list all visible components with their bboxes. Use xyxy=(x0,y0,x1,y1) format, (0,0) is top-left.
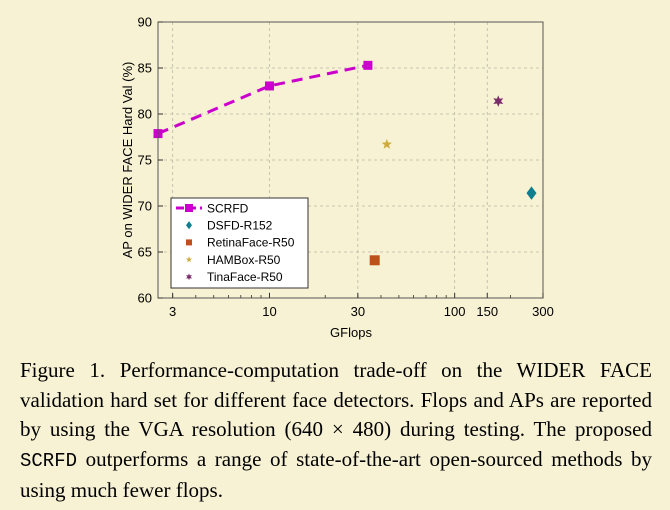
legend-label-scrfd: SCRFD xyxy=(207,201,249,215)
legend-label-tinaface-r50: TinaFace-R50 xyxy=(207,270,283,284)
x-tick-label-300: 300 xyxy=(532,304,554,319)
x-tick-label-10: 10 xyxy=(262,304,276,319)
y-tick-label-70: 70 xyxy=(138,199,152,214)
x-axis-title: GFlops xyxy=(330,325,372,340)
point-scrfd-2 xyxy=(363,60,373,70)
y-axis-title: AP on WIDER FACE Hard Val (%) xyxy=(120,62,135,259)
legend-label-dsfd-r152: DSFD-R152 xyxy=(207,219,273,233)
y-tick-label-80: 80 xyxy=(138,107,152,122)
legend-box xyxy=(170,197,309,289)
x-tick-label-3: 3 xyxy=(169,304,176,319)
point-hambox-r50-0 xyxy=(381,138,393,149)
point-scrfd-1 xyxy=(264,81,274,91)
grid xyxy=(158,22,543,298)
legend-label-hambox-r50: HAMBox-R50 xyxy=(207,253,281,267)
legend-marker-dsfd-r152 xyxy=(186,221,192,230)
series-layer xyxy=(153,60,537,266)
point-retinaface-r50-0 xyxy=(369,255,380,266)
caption-text-1: Figure 1. Performance-computation trade-… xyxy=(20,358,652,441)
y-tick-label-90: 90 xyxy=(138,15,152,30)
legend-marker-tinaface-r50 xyxy=(186,273,192,281)
x-tick-label-30: 30 xyxy=(351,304,365,319)
legend: SCRFD DSFD-R152 RetinaFace-R50 HAMBox-R50 Ti… xyxy=(170,197,309,289)
axis-ticks: 60 65 70 75 80 85 90 3 10 30 100 150 300 xyxy=(138,15,554,320)
caption-method: SCRFD xyxy=(20,449,78,472)
series-line-scrfd xyxy=(157,63,369,135)
y-tick-label-85: 85 xyxy=(138,61,152,76)
y-tick-label-65: 65 xyxy=(138,245,152,260)
x-tick-label-150: 150 xyxy=(476,304,498,319)
y-tick-label-75: 75 xyxy=(138,153,152,168)
chart: 60 65 70 75 80 85 90 3 10 30 100 150 300 GFlops AP o… xyxy=(120,15,554,341)
point-tinaface-r50-0 xyxy=(493,95,504,107)
legend-marker-retinaface-r50 xyxy=(186,239,192,246)
y-tick-label-60: 60 xyxy=(138,291,152,306)
caption-text-2: outperforms a range of state-of-the-art … xyxy=(20,446,652,503)
point-dsfd-r152-0 xyxy=(526,186,537,200)
legend-marker-scrfd xyxy=(185,204,193,212)
legend-label-retinaface-r50: RetinaFace-R50 xyxy=(207,236,295,250)
figure-caption: Figure 1. Performance-computation trade-… xyxy=(20,356,652,506)
x-tick-label-100: 100 xyxy=(444,304,466,319)
legend-marker-hambox-r50 xyxy=(185,256,193,263)
